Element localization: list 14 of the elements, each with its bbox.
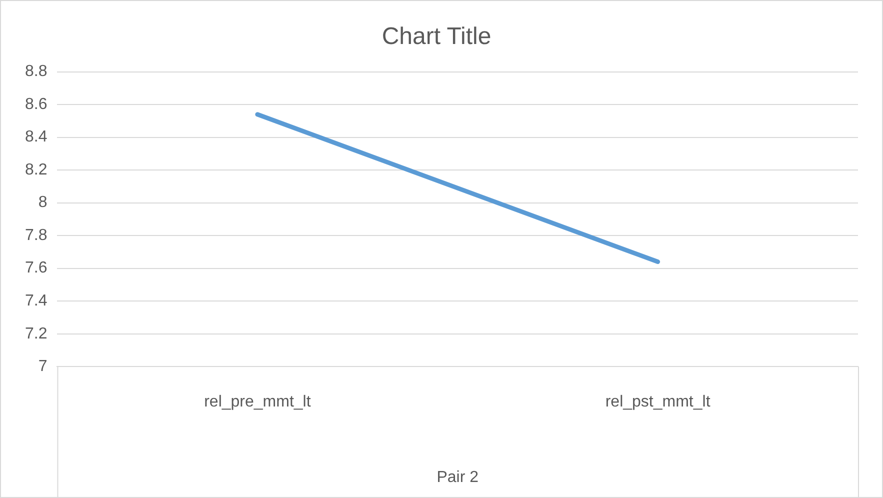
x-tick-label: rel_pre_mmt_lt (204, 394, 312, 411)
x-tick-label: rel_pst_mmt_lt (605, 394, 711, 411)
y-tick-label: 8.8 (24, 63, 48, 80)
y-tick-label: 8 (38, 194, 48, 212)
y-tick-label: 7.8 (24, 226, 48, 244)
y-tick-label: 7.2 (24, 325, 48, 342)
y-tick-label: 8.4 (24, 128, 48, 146)
x-axis-title: Pair 2 (436, 468, 479, 486)
y-tick-label: 7 (38, 358, 48, 376)
y-tick-label: 7.6 (24, 260, 48, 277)
y-tick-label: 8.6 (24, 96, 48, 113)
y-tick-label: 8.2 (24, 161, 48, 178)
y-tick-label: 7.4 (24, 292, 48, 310)
chart-title: Chart Title (382, 23, 492, 50)
